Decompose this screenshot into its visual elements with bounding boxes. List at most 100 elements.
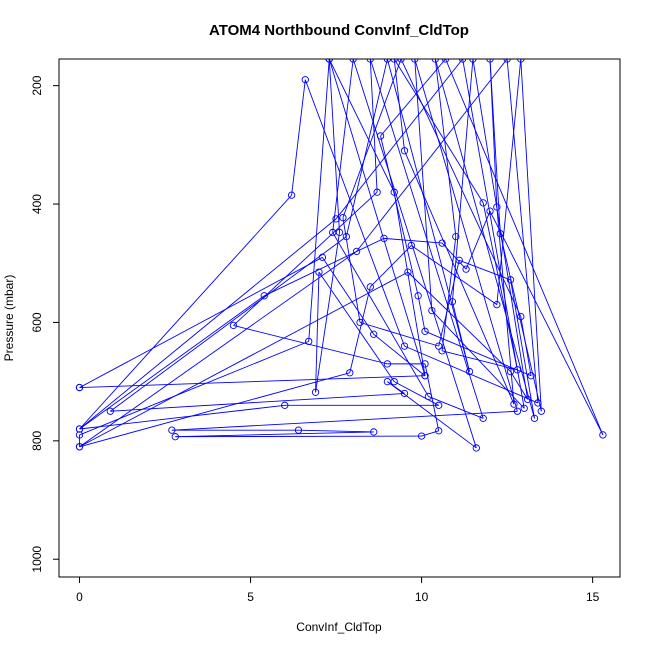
data-point xyxy=(517,59,525,63)
data-point xyxy=(527,372,535,380)
data-point xyxy=(335,228,344,237)
data-point xyxy=(380,234,388,243)
series-segment xyxy=(414,59,518,412)
series-segment xyxy=(233,324,388,365)
x-axis: 0 5 10 15 xyxy=(76,576,600,604)
series-segment xyxy=(298,429,374,433)
series-segment xyxy=(369,59,378,193)
data-point xyxy=(435,401,443,409)
series-segment xyxy=(428,396,484,419)
series-segment xyxy=(79,271,409,448)
data-point xyxy=(383,360,392,368)
series-segment xyxy=(520,316,532,376)
y-axis-label: Pressure (mbar) xyxy=(2,275,16,362)
series-segment xyxy=(465,210,491,270)
series-segment xyxy=(352,59,477,449)
series-segment xyxy=(345,59,388,237)
data-point xyxy=(421,372,429,380)
data-point xyxy=(493,301,501,309)
data-point xyxy=(342,232,350,241)
data-point xyxy=(486,207,494,215)
data-point xyxy=(370,428,378,436)
data-point xyxy=(287,191,296,199)
data-point xyxy=(462,265,470,273)
data-point xyxy=(229,321,238,330)
series-segment xyxy=(414,59,433,311)
series-segment xyxy=(328,59,426,376)
data-point xyxy=(411,59,419,63)
series-segment xyxy=(489,59,498,208)
y-tick-label: 400 xyxy=(30,194,44,214)
series-segment xyxy=(79,218,337,430)
series-segment xyxy=(424,330,532,377)
series-segment xyxy=(383,237,443,244)
data-point xyxy=(520,404,528,412)
data-point xyxy=(496,229,504,238)
y-tick-label: 800 xyxy=(30,431,44,451)
data-point xyxy=(332,215,340,223)
data-point xyxy=(400,342,409,350)
data-point xyxy=(421,360,429,368)
series-segment xyxy=(404,150,515,405)
series-segment xyxy=(315,232,340,393)
data-point xyxy=(537,407,545,415)
series-segment xyxy=(264,237,385,297)
data-point xyxy=(407,241,415,250)
data-point xyxy=(390,59,398,63)
series-segment xyxy=(380,135,419,296)
data-point xyxy=(530,414,539,422)
series-segment xyxy=(380,59,446,137)
series-segment xyxy=(451,301,470,372)
series-segment xyxy=(462,59,525,409)
data-point xyxy=(435,427,443,435)
series-segment xyxy=(417,295,426,332)
series-segment xyxy=(332,59,354,233)
data-point xyxy=(366,59,374,63)
series-segment xyxy=(496,59,522,305)
data-point xyxy=(260,292,268,300)
data-point xyxy=(281,401,289,409)
series-segment xyxy=(394,381,439,406)
data-point xyxy=(421,327,429,335)
data-point xyxy=(325,59,333,63)
data-point xyxy=(517,312,525,321)
series-segment xyxy=(79,372,350,448)
series-segment xyxy=(175,435,422,438)
data-point xyxy=(400,147,409,155)
series-segment xyxy=(506,59,539,403)
data-point xyxy=(349,59,357,63)
data-point xyxy=(414,292,422,300)
data-point xyxy=(424,392,433,401)
data-point xyxy=(428,306,436,315)
series-segment xyxy=(400,59,522,317)
series-segment xyxy=(79,404,285,430)
data-point xyxy=(417,432,426,440)
data-point xyxy=(441,59,450,63)
y-tick-label: 1000 xyxy=(30,546,44,573)
data-point xyxy=(513,407,522,415)
data-point xyxy=(315,268,323,276)
series-segment xyxy=(359,322,439,347)
data-point xyxy=(510,400,518,408)
data-point xyxy=(513,366,522,374)
data-point xyxy=(506,276,515,284)
data-point xyxy=(503,59,511,63)
data-point xyxy=(523,395,532,404)
x-tick-label: 0 xyxy=(76,590,83,604)
data-point xyxy=(390,377,398,386)
x-tick-label: 15 xyxy=(586,590,600,604)
data-point xyxy=(438,239,446,247)
series-segment xyxy=(291,79,306,196)
data-point xyxy=(366,283,374,291)
data-point xyxy=(373,188,381,196)
data-point xyxy=(305,337,313,346)
series-segment xyxy=(438,260,460,347)
data-point xyxy=(534,399,542,407)
series-segment xyxy=(332,232,429,397)
series-segment xyxy=(356,59,508,252)
series-segment xyxy=(369,59,484,419)
x-tick-label: 10 xyxy=(415,590,429,604)
series-segment xyxy=(318,271,395,382)
series-segment xyxy=(79,251,357,448)
